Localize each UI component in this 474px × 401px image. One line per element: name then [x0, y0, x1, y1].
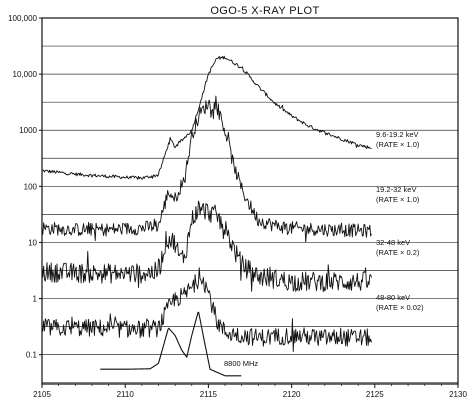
series-label-4: 8800 MHz — [224, 359, 258, 368]
series-line-2 — [41, 200, 372, 293]
series-scale-note-1: (RATE × 1.0) — [376, 195, 420, 204]
x-tick-label: 2120 — [283, 390, 301, 399]
series-scale-note-0: (RATE × 1.0) — [376, 140, 420, 149]
y-tick-label: 100 — [24, 182, 38, 191]
x-tick-label: 2125 — [366, 390, 384, 399]
x-tick-label: 2105 — [33, 390, 51, 399]
y-tick-label: 100,000 — [8, 14, 37, 23]
series-line-4 — [100, 311, 242, 377]
gridlines — [42, 45, 458, 384]
x-tick-label: 2130 — [449, 390, 467, 399]
series-label-3: 48-80 keV — [376, 293, 410, 302]
y-tick-label: 10,000 — [13, 70, 38, 79]
x-tick-label: 2110 — [117, 390, 135, 399]
axes: 100,000 10,000 1000 100 10 1 0.1 2105 2110 2115 21… — [8, 14, 467, 399]
series-lines — [41, 55, 372, 377]
series-label-1: 19.2-32 keV — [376, 185, 416, 194]
series-scale-note-3: (RATE × 0.02) — [376, 303, 424, 312]
series-line-0 — [41, 55, 372, 180]
series-line-3 — [41, 267, 372, 353]
x-tick-label: 2115 — [200, 390, 218, 399]
series-label-0: 9.6-19.2 keV — [376, 130, 419, 139]
series-scale-note-2: (RATE × 0.2) — [376, 248, 420, 257]
series-labels: 9.6-19.2 keV(RATE × 1.0)19.2-32 keV(RATE… — [224, 130, 424, 368]
series-label-2: 32-48 keV — [376, 238, 410, 247]
y-tick-label: 1 — [33, 295, 38, 304]
series-line-1 — [41, 95, 372, 243]
chart-title: OGO-5 X-RAY PLOT — [210, 5, 319, 17]
plot-frame — [41, 17, 459, 385]
y-tick-label: 10 — [28, 238, 37, 247]
y-tick-label: 0.1 — [26, 351, 38, 360]
y-tick-label: 1000 — [19, 126, 37, 135]
